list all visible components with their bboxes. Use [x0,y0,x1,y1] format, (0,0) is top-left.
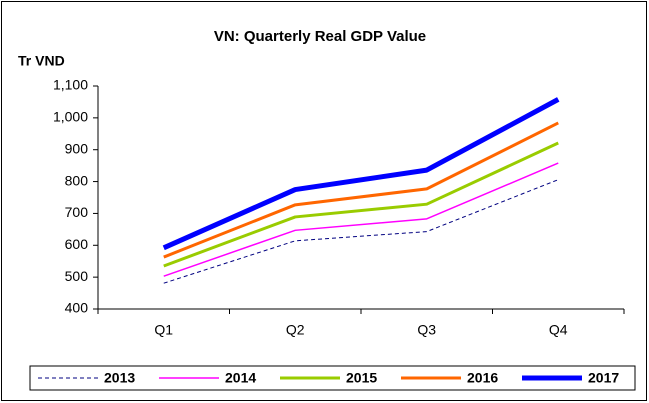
series-line [163,179,559,284]
y-tick-label: 1,000 [53,109,88,125]
series-line [162,97,560,251]
y-tick-label: 700 [65,204,89,220]
legend-label: 2015 [346,370,377,386]
series-line [163,141,559,268]
x-tick-label: Q1 [154,322,173,338]
y-tick-label: 400 [65,300,89,316]
x-tick-label: Q2 [286,322,305,338]
x-tick-label: Q4 [549,322,568,338]
x-tick-label: Q3 [417,322,436,338]
y-tick-label: 800 [65,172,89,188]
y-tick-label: 600 [65,236,89,252]
y-axis-label: Tr VND [18,53,65,69]
y-tick-label: 500 [65,268,89,284]
legend-label: 2013 [104,370,135,386]
legend-label: 2017 [588,370,619,386]
y-tick-label: 1,100 [53,77,88,93]
series-line [163,121,559,259]
series-line [163,162,559,277]
legend-label: 2016 [467,370,498,386]
chart-title: VN: Quarterly Real GDP Value [214,28,426,45]
legend-label: 2014 [225,370,256,386]
y-tick-label: 900 [65,140,89,156]
